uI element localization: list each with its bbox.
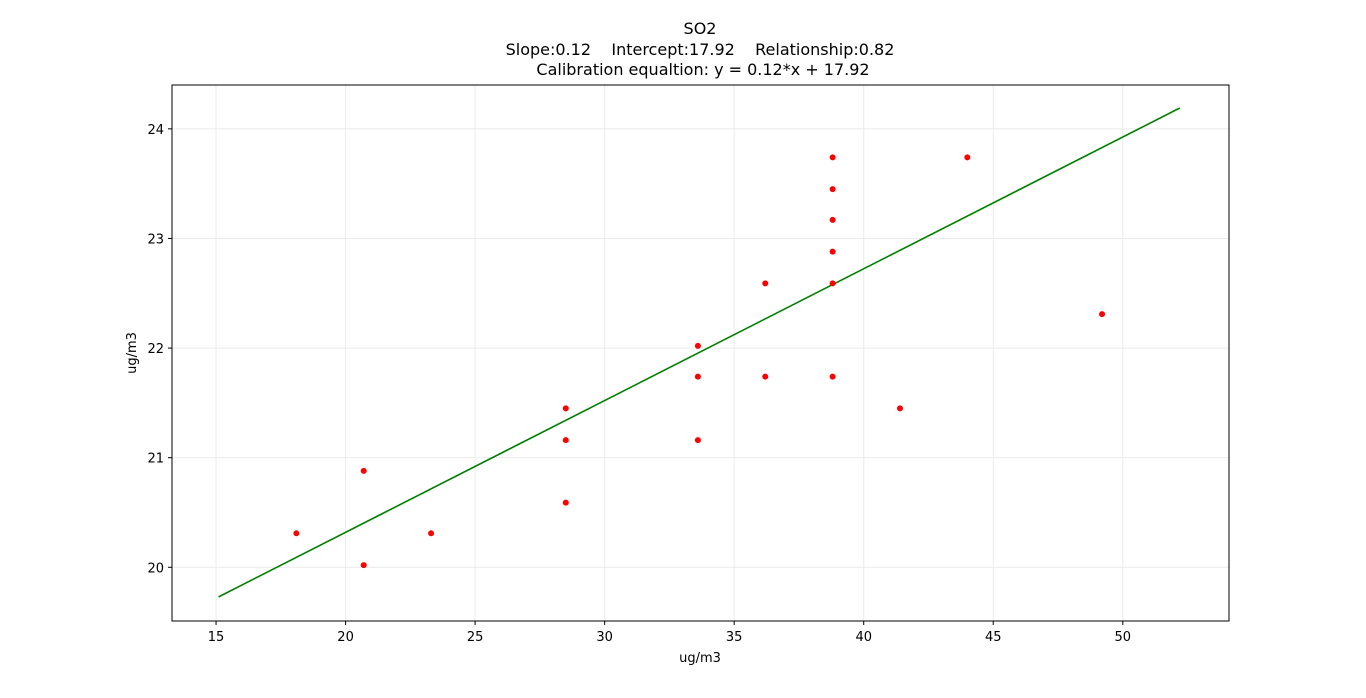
data-point: [428, 530, 435, 537]
plot-area-frame: [171, 84, 1230, 622]
fit-line: [218, 107, 1181, 598]
fit-line-layer: [218, 107, 1181, 598]
data-point: [964, 154, 971, 161]
chart-title: SO2: [684, 19, 717, 38]
data-point: [829, 373, 836, 380]
data-point: [829, 248, 836, 255]
y-tick-label: 20: [147, 561, 164, 576]
y-tick-label: 21: [147, 452, 164, 467]
y-tick-label: 24: [147, 123, 164, 138]
x-tick-label: 25: [467, 630, 484, 645]
data-point: [762, 280, 769, 287]
x-tick-label: 45: [985, 630, 1002, 645]
data-point: [762, 373, 769, 380]
data-point: [562, 499, 569, 506]
x-tick-label: 15: [208, 630, 225, 645]
data-point: [896, 405, 903, 412]
axis-ticks: 15 20 25 30 35 40 45 50 20 21 22 23 24: [147, 123, 1131, 645]
y-tick-label: 22: [147, 342, 164, 357]
data-point: [562, 405, 569, 412]
y-axis-label: ug/m3: [125, 332, 140, 374]
x-tick-label: 35: [726, 630, 743, 645]
data-point: [562, 437, 569, 444]
chart-subtitle-equation: Calibration equaltion: y = 0.12*x + 17.9…: [536, 60, 869, 79]
x-tick-label: 30: [596, 630, 613, 645]
y-tick-label: 23: [147, 232, 164, 247]
data-point: [694, 342, 701, 349]
data-point: [694, 373, 701, 380]
x-tick-label: 50: [1115, 630, 1132, 645]
data-point: [829, 186, 836, 193]
x-axis-label: ug/m3: [679, 651, 721, 666]
data-point: [829, 154, 836, 161]
data-point: [293, 530, 300, 537]
data-point: [829, 280, 836, 287]
data-point: [829, 216, 836, 223]
data-points: [293, 154, 1106, 569]
data-point: [360, 467, 367, 474]
data-point: [694, 437, 701, 444]
x-tick-label: 40: [855, 630, 872, 645]
x-tick-label: 20: [337, 630, 354, 645]
data-point: [1099, 311, 1106, 318]
data-point: [360, 562, 367, 569]
chart-subtitle-stats: Slope:0.12 Intercept:17.92 Relationship:…: [506, 40, 895, 59]
grid-lines: [172, 85, 1229, 621]
